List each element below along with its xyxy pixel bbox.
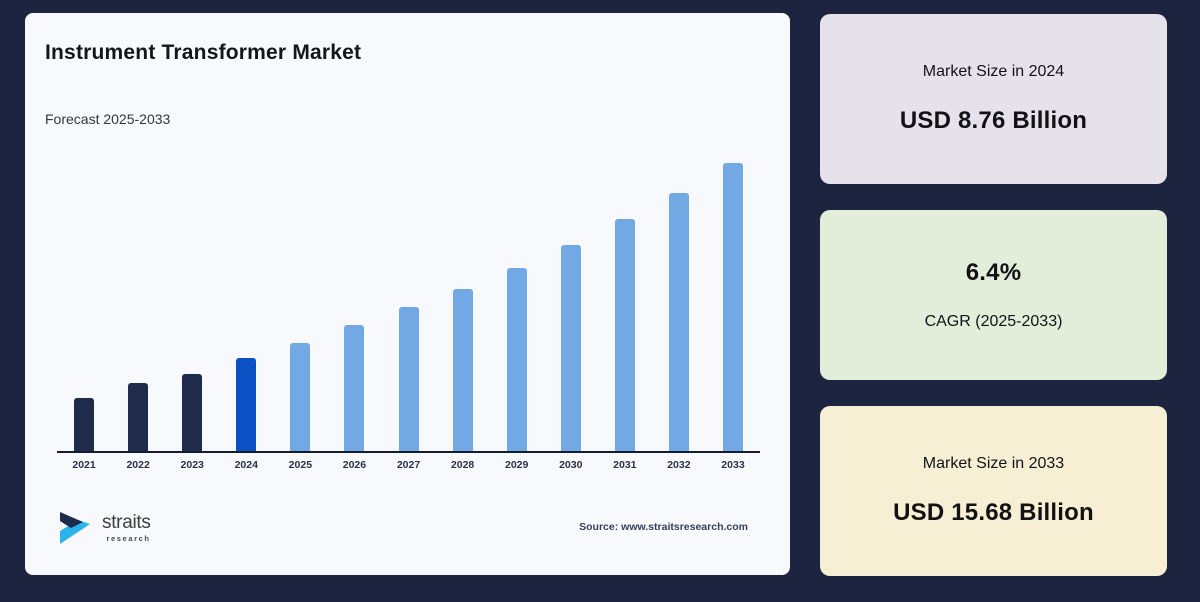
- bar-2033: [722, 163, 743, 451]
- x-tick-label-2024: 2024: [234, 459, 258, 471]
- x-tick-label-2031: 2031: [613, 459, 637, 471]
- bar-column-2024: [219, 161, 273, 451]
- bar-column-2033: [706, 161, 760, 451]
- bar-2029: [506, 268, 527, 451]
- bar-column-2022: [111, 161, 165, 451]
- stat-cards-column: Market Size in 2024 USD 8.76 Billion 6.4…: [820, 14, 1167, 602]
- bar-column-2027: [381, 161, 435, 451]
- straits-research-logo: straits research: [58, 509, 151, 547]
- bar-2031: [614, 219, 635, 451]
- bar-2030: [560, 245, 581, 451]
- bar-column-2025: [273, 161, 327, 451]
- x-tick-label-2025: 2025: [288, 459, 313, 471]
- x-tick-label-2029: 2029: [504, 459, 529, 471]
- stat-label: Market Size in 2033: [922, 455, 1065, 472]
- bar-2032: [668, 193, 689, 451]
- chart-card: Instrument Transformer Market Forecast 2…: [25, 13, 790, 575]
- bar-2021: [74, 398, 95, 451]
- x-tick-label-2030: 2030: [559, 459, 583, 471]
- bar-2023: [182, 374, 203, 451]
- x-tick-label-2033: 2033: [721, 459, 745, 471]
- bar-2026: [344, 325, 365, 451]
- x-tick-label-2027: 2027: [396, 459, 421, 471]
- logo-subtitle: research: [106, 534, 151, 543]
- x-tick-label-2021: 2021: [72, 459, 96, 471]
- plot-area: [57, 161, 760, 453]
- stat-card-cagr: 6.4% CAGR (2025-2033): [820, 210, 1167, 380]
- chart-subtitle: Forecast 2025-2033: [45, 111, 171, 127]
- bar-column-2026: [327, 161, 381, 451]
- bar-2024: [236, 358, 257, 451]
- logo-name: straits: [102, 512, 151, 533]
- stat-label: CAGR (2025-2033): [924, 313, 1063, 330]
- x-tick-label-2023: 2023: [180, 459, 204, 471]
- source-attribution: Source: www.straitsresearch.com: [579, 521, 748, 533]
- stat-value: USD 8.76 Billion: [899, 107, 1088, 134]
- bar-2025: [290, 343, 311, 451]
- page-title: Instrument Transformer Market: [45, 41, 362, 64]
- x-tick-label-2022: 2022: [126, 459, 150, 471]
- stat-card-market-size-2024: Market Size in 2024 USD 8.76 Billion: [820, 14, 1167, 184]
- bar-column-2031: [598, 161, 652, 451]
- x-tick-label-2028: 2028: [450, 459, 475, 471]
- stat-value: USD 15.68 Billion: [893, 499, 1094, 526]
- stat-label: Market Size in 2024: [922, 63, 1065, 80]
- logo-text: straits research: [102, 513, 151, 543]
- stat-value: 6.4%: [965, 259, 1022, 286]
- bar-column-2032: [652, 161, 706, 451]
- x-axis: 2021 2022 2023 2024 2025 2026 2027 2028 2029 2030…: [57, 459, 760, 471]
- bar-column-2023: [165, 161, 219, 451]
- bar-column-2021: [57, 161, 111, 451]
- bar-column-2030: [544, 161, 598, 451]
- x-tick-label-2032: 2032: [667, 459, 691, 471]
- bar-column-2029: [490, 161, 544, 451]
- bar-column-2028: [436, 161, 490, 451]
- chart-card-footer: straits research Source: www.straitsrese…: [25, 505, 790, 575]
- straits-arrow-icon: [60, 512, 90, 544]
- bar-2022: [128, 383, 149, 451]
- stat-card-market-size-2033: Market Size in 2033 USD 15.68 Billion: [820, 406, 1167, 576]
- bar-2028: [452, 289, 473, 451]
- x-tick-label-2026: 2026: [342, 459, 367, 471]
- bar-2027: [398, 307, 419, 451]
